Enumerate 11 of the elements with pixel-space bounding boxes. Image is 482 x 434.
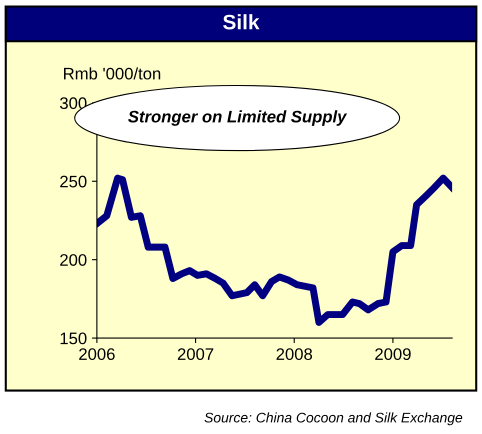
x-tick-label: 2009 [375,348,411,360]
x-tick-label: 2006 [79,348,115,360]
annotation: Stronger on Limited Supply [128,110,348,126]
y-tick-label: 250 [60,176,87,188]
chart-title: Silk [223,14,260,30]
y-tick-label: 150 [60,332,87,344]
y-tick-label: 200 [60,254,87,266]
x-tick-label: 2008 [276,348,312,360]
x-tick-label: 2007 [178,348,214,360]
y-axis-title: Rmb '000/ton [64,67,160,80]
source-note: Source: China Cocoon and Silk Exchange [204,412,462,426]
